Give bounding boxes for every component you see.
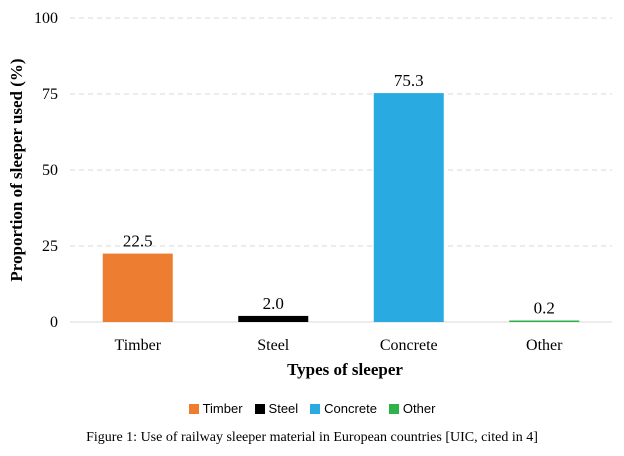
bar-other [509, 320, 580, 322]
data-labels: 22.5 2.0 75.3 0.2 [123, 71, 555, 317]
bar-concrete [373, 93, 444, 322]
x-tick-label-timber: Timber [114, 337, 161, 354]
legend-item-timber: Timber [188, 401, 243, 416]
legend-swatch [310, 403, 321, 414]
x-tick-label-concrete: Concrete [380, 337, 438, 354]
legend-item-steel: Steel [254, 401, 299, 416]
data-label-other: 0.2 [534, 299, 555, 318]
x-tick-label-steel: Steel [257, 337, 290, 354]
legend-label: Timber [202, 401, 243, 416]
y-axis-title: Proportion of sleeper used (%) [7, 58, 26, 281]
y-tick-label: 0 [50, 314, 58, 331]
x-tick-label-other: Other [526, 337, 563, 354]
bar-steel [238, 315, 309, 322]
legend-swatch [388, 403, 399, 414]
legend-swatch [188, 403, 199, 414]
grid-lines [70, 17, 612, 247]
legend-swatch [254, 403, 265, 414]
legend-item-other: Other [388, 401, 436, 416]
bar-timber [102, 253, 173, 322]
data-label-concrete: 75.3 [394, 71, 424, 90]
y-tick-label: 25 [42, 238, 58, 255]
legend-label: Other [402, 401, 436, 416]
data-label-steel: 2.0 [263, 294, 284, 313]
y-tick-label: 100 [34, 10, 58, 27]
legend-item-concrete: Concrete [310, 401, 377, 416]
legend-label: Concrete [324, 401, 377, 416]
legend-label: Steel [268, 401, 299, 416]
bars [102, 93, 580, 322]
figure-caption: Figure 1: Use of railway sleeper materia… [86, 430, 538, 445]
x-axis-title: Types of sleeper [287, 360, 403, 379]
legend: Timber Steel Concrete Other [0, 401, 624, 416]
y-tick-label: 50 [42, 162, 58, 179]
data-label-timber: 22.5 [123, 232, 153, 251]
y-tick-label: 75 [42, 86, 58, 103]
